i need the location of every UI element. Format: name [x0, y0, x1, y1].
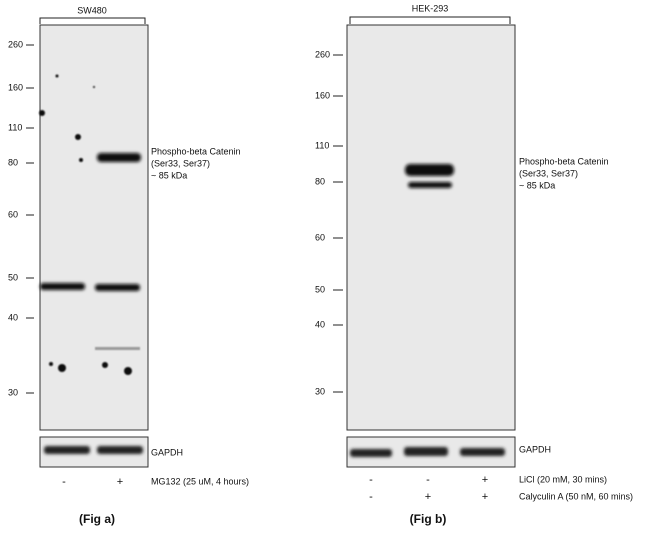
- markers: 260 160 110 80 60 50 40 30: [8, 39, 34, 397]
- lane-sign: +: [482, 474, 488, 486]
- treatment: Calyculin A (50 nM, 60 mins): [519, 491, 633, 501]
- marker-label: 80: [315, 176, 325, 186]
- fig-label: (Fig a): [79, 512, 115, 526]
- marker-label: 30: [8, 387, 18, 397]
- bands: [405, 164, 454, 188]
- cell-line: HEK-293: [412, 3, 449, 13]
- lane-sign: +: [425, 491, 431, 503]
- lane-sign: +: [482, 491, 488, 503]
- bands: [40, 153, 141, 291]
- marker-label: 40: [8, 312, 18, 322]
- marker-label: 60: [315, 232, 325, 242]
- lane-sign: -: [426, 474, 430, 486]
- marker-label: 110: [8, 122, 22, 132]
- lane-sign: -: [62, 476, 66, 488]
- marker-label: 50: [315, 284, 325, 294]
- cell-line: SW480: [77, 5, 107, 15]
- band-label: ~ 85 kDa: [519, 180, 555, 190]
- bracket: [39, 17, 146, 24]
- marker-label: 80: [8, 157, 18, 167]
- band-label: ~ 85 kDa: [151, 170, 187, 180]
- marker-label: 40: [315, 319, 325, 329]
- lane-sign: -: [369, 491, 373, 503]
- marker-label: 160: [8, 82, 23, 92]
- lane-sign: +: [117, 476, 123, 488]
- spots: [39, 74, 140, 375]
- band-label: (Ser33, Ser37): [151, 158, 210, 168]
- treatment: MG132 (25 uM, 4 hours): [151, 476, 249, 486]
- treatment: LiCl (20 mM, 30 mins): [519, 474, 607, 484]
- marker-label: 60: [8, 209, 18, 219]
- marker-label: 30: [315, 386, 325, 396]
- markers: 260 160 110 80 60 50 40 30: [315, 49, 343, 396]
- loading-label: GAPDH: [519, 444, 551, 454]
- band-label: Phospho-beta Catenin: [151, 146, 241, 156]
- blot: [346, 24, 516, 431]
- loading-label: GAPDH: [151, 447, 183, 457]
- band-label: (Ser33, Ser37): [519, 168, 578, 178]
- marker-label: 260: [8, 39, 23, 49]
- marker-label: 50: [8, 272, 18, 282]
- fig-b: HEK-293 260 160 110 80 60 50 40 30 Phosp…: [315, 3, 633, 526]
- fig-label: (Fig b): [410, 512, 447, 526]
- bracket: [349, 16, 511, 24]
- fig-a: SW480 260 160 110 80 60 50 40 30 Phospho…: [8, 5, 249, 526]
- band-label: Phospho-beta Catenin: [519, 156, 609, 166]
- marker-label: 110: [315, 140, 329, 150]
- marker-label: 160: [315, 90, 330, 100]
- marker-label: 260: [315, 49, 330, 59]
- blot: [39, 24, 149, 431]
- lane-sign: -: [369, 474, 373, 486]
